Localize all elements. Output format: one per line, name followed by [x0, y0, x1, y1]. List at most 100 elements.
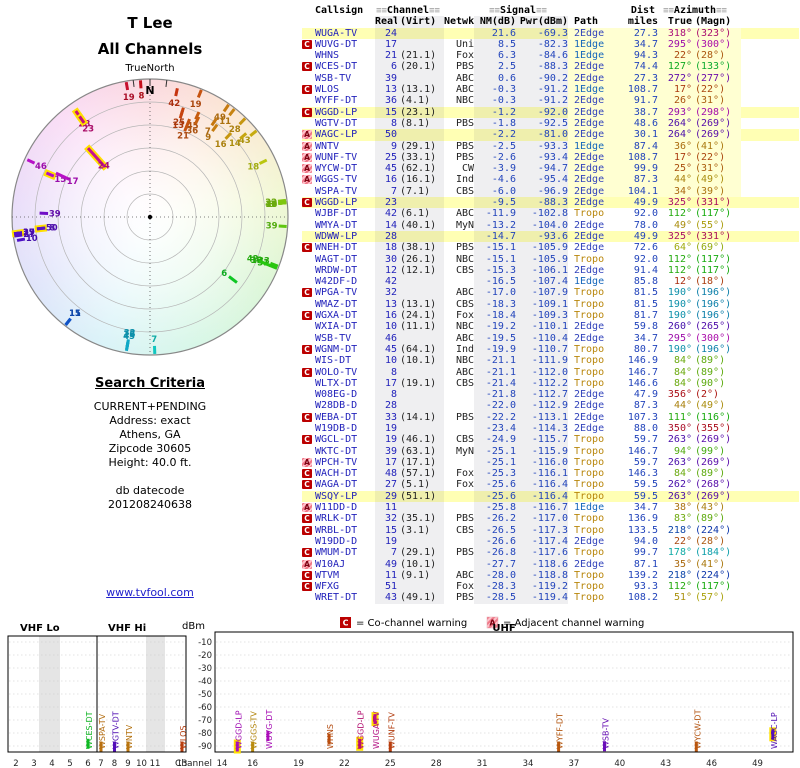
nm-cell: 2.5: [474, 61, 516, 73]
radar-marker-label: 8: [268, 200, 274, 210]
virtual-channel-cell: (26.1): [397, 253, 444, 265]
azimuth-true-cell: 84°: [673, 355, 692, 367]
table-row: W19DB-D 19 -23.4 -114.3 2Edge 88.0 350° (355°): [302, 422, 799, 435]
uhf-label: UHF: [492, 623, 515, 634]
station-table: Callsign Channel Signal Dist Azimuth Rea…: [302, 5, 799, 604]
pwr-cell: -82.3: [516, 38, 568, 51]
nm-cell: -25.6: [474, 479, 516, 491]
warn-cell: C: [302, 412, 315, 423]
path-cell: 2Edge: [568, 129, 618, 141]
network-cell: [444, 559, 474, 570]
virtual-channel-cell: (10.1): [397, 355, 444, 367]
callsign-cell: WRLK-DT: [315, 513, 358, 525]
table-row: C WRLK-DT 32 (35.1) PBS -26.2 -117.0 Tropo 136.9…: [302, 513, 799, 525]
nm-cell: -28.3: [474, 581, 516, 593]
nm-cell: -18.3: [474, 298, 516, 311]
callsign-cell: WGGS-TV: [315, 174, 358, 186]
radar-marker: [193, 116, 201, 125]
warn-cell: [302, 231, 315, 242]
tvfool-link[interactable]: www.tvfool.com: [106, 586, 194, 599]
spectrum-bar-label: WGGS-TV: [250, 711, 259, 749]
azimuth-true-cell: 83°: [673, 513, 692, 525]
callsign-cell: WAGA-DT: [315, 479, 358, 491]
pwr-cell: -119.2: [516, 581, 568, 593]
azimuth-magn-cell: (31°): [692, 163, 741, 175]
nm-cell: -26.5: [474, 524, 516, 536]
real-channel-cell: 33: [375, 411, 397, 423]
callsign-cell: WNEH-DT: [315, 242, 358, 254]
path-cell: 2Edge: [574, 411, 605, 423]
callsign-cell: WLOS: [315, 84, 340, 96]
network-cell: CBS: [455, 377, 474, 389]
azimuth-magn-cell: (196°): [695, 287, 732, 299]
callsign-cell: WYFF-DT: [315, 95, 358, 107]
azimuth-true-cell: 49°: [673, 219, 692, 231]
callsign-cell: W10AJ: [315, 558, 346, 570]
table-row: C WUVG-DT 17 Uni 8.5 -82.3 1Edge 34.7 295° (300°): [302, 38, 799, 51]
table-row: C WAGA-DT 27 (5.1) Fox -25.6 -116.4 Tropo 59.5 26…: [302, 479, 799, 491]
nm-cell: -21.4: [474, 377, 516, 390]
azimuth-true-cell: 190°: [667, 343, 692, 355]
azimuth-true-cell: 178°: [667, 547, 692, 559]
col-magn: (Magn): [695, 16, 732, 28]
table-row: WSB-TV 46 ABC -19.5 -110.4 2Edge 34.7 295° (300°…: [302, 332, 799, 344]
channel-tick-label: 40: [614, 759, 625, 768]
table-row: WYFF-DT 36 (4.1) NBC -0.3 -91.2 2Edge 91.7 26° (3…: [302, 95, 799, 107]
nm-cell: -25.8: [474, 502, 516, 514]
pwr-cell: -109.1: [516, 298, 568, 311]
azimuth-true-cell: 84°: [673, 377, 692, 389]
footer: www.tvfool.com: [0, 586, 300, 599]
table-row: WXIA-DT 10 (11.1) NBC -19.2 -110.1 2Edge 59.8 26…: [302, 321, 799, 333]
radar-marker: [228, 108, 236, 117]
pwr-cell: -110.7: [516, 343, 568, 356]
nm-cell: -19.9: [474, 343, 516, 356]
real-channel-cell: 13: [375, 298, 397, 311]
radar-marker: [238, 117, 247, 126]
radar-marker: [222, 103, 230, 113]
real-channel-cell: 8: [375, 366, 397, 378]
table-row: C WGNM-DT 45 (64.1) Ind -19.9 -110.7 Tropo 80.7 1…: [302, 343, 799, 356]
radar-marker: [277, 198, 287, 203]
real-channel-cell: 45: [375, 163, 397, 175]
co-channel-warning-badge: C: [302, 570, 312, 580]
adjacent-channel-warning-badge: A: [302, 559, 312, 569]
virtual-channel-cell: (13.1): [397, 84, 444, 96]
radar-marker-label: 46: [35, 162, 47, 172]
warn-cell: A: [302, 174, 315, 185]
callsign-cell: W11DD-D: [315, 502, 358, 514]
path-cell: Tropo: [574, 547, 605, 559]
dbm-tick-label: -60: [198, 703, 212, 713]
warn-cell: [302, 389, 315, 400]
azimuth-magn-cell: (300°): [692, 38, 741, 51]
azimuth-true-cell: 325°: [667, 230, 692, 242]
distance-cell: 87.1: [633, 558, 658, 570]
table-row: C WGCL-DT 19 (46.1) CBS -24.9 -115.7 Tropo 59.7 2…: [302, 434, 799, 446]
path-cell: Tropo: [574, 490, 605, 502]
callsign-cell: WRBL-DT: [315, 524, 358, 536]
azimuth-magn-cell: (331°): [695, 197, 732, 209]
azimuth-magn-cell: (2°): [695, 389, 720, 401]
radar-marker: [194, 111, 201, 120]
path-cell: Tropo: [574, 524, 605, 536]
radar-canvas: N 43511149719153211292748173919193328817…: [11, 78, 289, 356]
nm-cell: -2.6: [474, 151, 516, 164]
warn-cell: C: [302, 570, 315, 581]
radar-marker: [249, 129, 258, 137]
pwr-cell: -95.4: [516, 174, 568, 186]
radar-marker-label: 9: [205, 133, 211, 143]
virtual-channel-cell: (29.1): [397, 140, 444, 152]
azimuth-true-cell: 51°: [673, 592, 692, 604]
pwr-cell: -116.7: [516, 502, 568, 514]
network-cell: CBS: [455, 298, 474, 310]
north-label: N: [145, 84, 154, 97]
distance-cell: 146.9: [627, 355, 658, 367]
channel-tick-label: 14: [217, 759, 228, 768]
spectrum-bar-label: WNTV: [125, 724, 134, 749]
virtual-channel-cell: (6.1): [397, 208, 444, 220]
real-channel-cell: 36: [375, 95, 397, 107]
channel-tick-label: 5: [67, 759, 72, 768]
azimuth-true-cell: 356°: [667, 389, 692, 401]
path-cell: 2Edge: [568, 72, 618, 85]
adjacent-channel-warning-badge: A: [302, 175, 312, 185]
azimuth-true-cell: 17°: [658, 84, 692, 96]
